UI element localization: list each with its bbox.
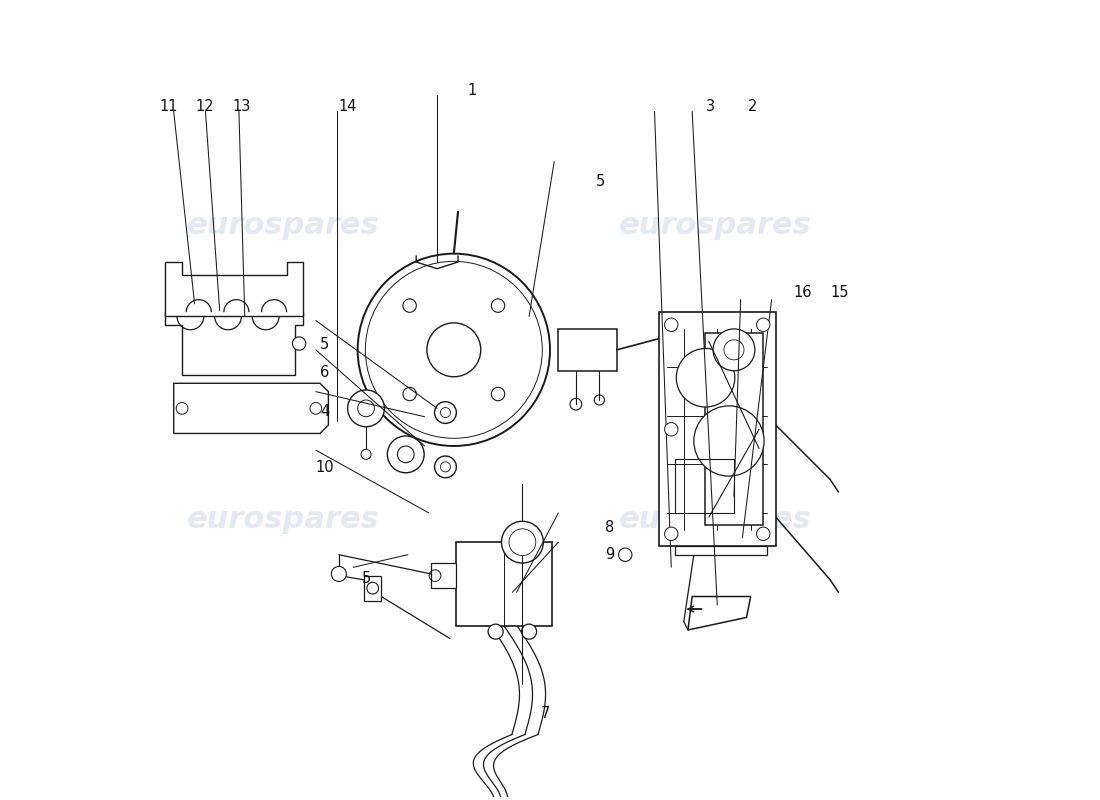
Circle shape (521, 624, 537, 639)
Circle shape (427, 323, 481, 377)
Circle shape (664, 318, 678, 331)
Text: 12: 12 (196, 98, 214, 114)
Polygon shape (455, 542, 552, 626)
Circle shape (358, 254, 550, 446)
Circle shape (434, 456, 456, 478)
Polygon shape (165, 262, 304, 316)
Circle shape (502, 522, 543, 563)
Circle shape (694, 406, 764, 476)
Text: 9: 9 (605, 547, 615, 562)
Circle shape (348, 390, 384, 426)
Circle shape (618, 548, 632, 562)
Circle shape (331, 566, 346, 582)
Text: 15: 15 (830, 286, 849, 300)
Polygon shape (165, 312, 304, 375)
Circle shape (176, 402, 188, 414)
Polygon shape (431, 563, 455, 588)
Circle shape (664, 527, 678, 541)
Polygon shape (364, 576, 381, 601)
Text: 16: 16 (794, 286, 812, 300)
Circle shape (488, 624, 503, 639)
Text: 13: 13 (233, 98, 251, 114)
Text: 3: 3 (706, 98, 715, 114)
Bar (559, 329, 617, 370)
Text: 5: 5 (362, 571, 371, 586)
Circle shape (434, 402, 456, 423)
Text: 11: 11 (160, 98, 177, 114)
Circle shape (664, 422, 678, 436)
Circle shape (676, 349, 735, 407)
Text: 6: 6 (320, 365, 329, 380)
Text: 2: 2 (748, 98, 757, 114)
Text: 8: 8 (605, 520, 615, 534)
Circle shape (387, 436, 425, 473)
Circle shape (367, 582, 378, 594)
Polygon shape (659, 312, 776, 546)
Text: eurospares: eurospares (619, 210, 812, 240)
Text: 14: 14 (339, 98, 356, 114)
Text: eurospares: eurospares (187, 210, 379, 240)
Bar (675, 458, 734, 513)
Circle shape (757, 318, 770, 331)
Text: eurospares: eurospares (619, 505, 812, 534)
Circle shape (361, 450, 371, 459)
Text: 5: 5 (596, 174, 605, 189)
Text: 5: 5 (320, 337, 329, 352)
Circle shape (293, 337, 306, 350)
Polygon shape (688, 597, 750, 630)
Polygon shape (705, 333, 763, 526)
Text: 10: 10 (316, 460, 334, 475)
Text: 4: 4 (320, 405, 329, 419)
Circle shape (713, 329, 755, 370)
Circle shape (310, 402, 321, 414)
Text: eurospares: eurospares (187, 505, 379, 534)
Circle shape (757, 527, 770, 541)
Text: 7: 7 (541, 706, 550, 722)
Polygon shape (675, 546, 768, 554)
Polygon shape (174, 383, 329, 434)
Text: 1: 1 (468, 82, 476, 98)
